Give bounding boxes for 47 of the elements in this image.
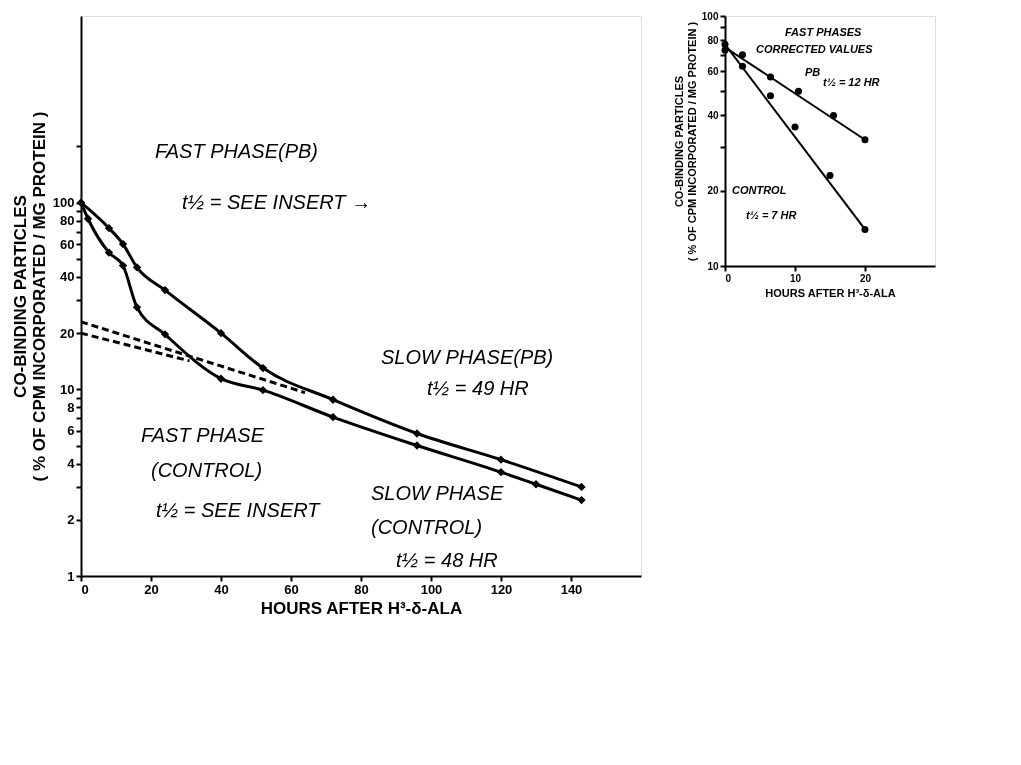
y-tick-label: 100 xyxy=(52,195,75,211)
x-tick-label: 40 xyxy=(214,581,229,597)
y-tick-label: 2 xyxy=(67,512,75,528)
x-tick-label: 20 xyxy=(859,272,872,284)
y-tick-label: 60 xyxy=(707,65,719,77)
annotation: t½ = 48 HR xyxy=(396,549,498,571)
y-tick-label: 80 xyxy=(707,34,719,46)
annotation: FAST PHASE xyxy=(141,424,265,446)
y-tick-label: 20 xyxy=(60,325,75,341)
x-tick-label: 60 xyxy=(284,581,299,597)
x-axis-title: HOURS AFTER H³-δ-ALA xyxy=(260,598,463,618)
annotation: FAST PHASE(PB) xyxy=(155,140,318,162)
x-tick-label: 10 xyxy=(789,272,802,284)
x-tick-label: 80 xyxy=(354,581,369,597)
y-tick-label: 10 xyxy=(60,381,75,397)
y-tick-label: 4 xyxy=(67,456,76,472)
annotation: CONTROL xyxy=(732,184,787,196)
x-tick-label: 100 xyxy=(420,581,443,597)
y-tick-label: 60 xyxy=(60,236,75,252)
annotation: t½ = 12 HR xyxy=(823,76,880,88)
y-tick-label: 6 xyxy=(67,423,75,439)
annotation: t½ = 7 HR xyxy=(746,209,797,221)
x-tick-label: 0 xyxy=(81,581,89,597)
y-tick-label: 1 xyxy=(67,568,75,584)
y-tick-label: 10 xyxy=(707,260,719,272)
annotation: SLOW PHASE xyxy=(371,482,504,504)
y-axis-title: CO-BINDING PARTICLES ( % OF CPM INCORPORATED / MG PROTEIN ) xyxy=(672,21,698,262)
x-tick-label: 140 xyxy=(560,581,583,597)
annotation: (CONTROL) xyxy=(151,459,263,481)
annotation: PB xyxy=(805,66,821,78)
annotation: SLOW PHASE(PB) xyxy=(381,346,554,368)
x-tick-label: 20 xyxy=(144,581,159,597)
x-tick-label: 0 xyxy=(725,272,732,284)
annotation: CORRECTED VALUES xyxy=(756,43,874,55)
x-tick-label: 120 xyxy=(490,581,513,597)
y-axis-title: CO-BINDING PARTICLES ( % OF CPM INCORPORATED / MG PROTEIN ) xyxy=(10,111,49,482)
y-tick-label: 40 xyxy=(707,109,719,121)
y-tick-label: 8 xyxy=(67,399,75,415)
y-tick-label: 20 xyxy=(707,185,719,197)
annotation: t½ = 49 HR xyxy=(427,377,529,399)
annotation: t½ = SEE INSERT xyxy=(156,499,322,521)
annotation: (CONTROL) xyxy=(371,516,483,538)
annotation: FAST PHASES xyxy=(785,26,863,38)
y-tick-label: 100 xyxy=(701,10,719,22)
x-axis-title: HOURS AFTER H³-δ-ALA xyxy=(765,286,896,299)
annotation: t½ = SEE INSERT → xyxy=(182,191,372,213)
y-tick-label: 80 xyxy=(60,213,75,229)
